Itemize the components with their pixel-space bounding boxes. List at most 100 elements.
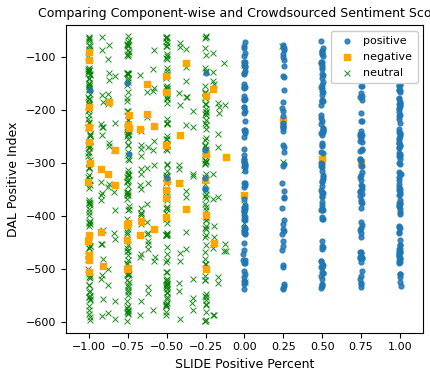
negative [318, 156, 325, 163]
neutral [85, 256, 92, 262]
positive [396, 67, 403, 73]
neutral [125, 88, 132, 94]
positive [396, 169, 402, 175]
positive [125, 151, 132, 157]
positive [318, 163, 325, 169]
negative [85, 239, 92, 245]
positive [280, 73, 287, 79]
positive [241, 43, 248, 49]
positive [281, 195, 288, 201]
negative [111, 147, 118, 153]
neutral [86, 164, 92, 170]
positive [241, 228, 248, 234]
positive [241, 180, 248, 186]
positive [319, 72, 326, 78]
neutral [124, 229, 131, 235]
neutral [86, 245, 92, 251]
neutral [163, 309, 170, 315]
neutral [125, 131, 132, 137]
neutral [125, 129, 132, 135]
positive [318, 178, 325, 184]
positive [358, 146, 365, 152]
neutral [99, 124, 106, 130]
neutral [163, 136, 169, 142]
neutral [125, 74, 132, 81]
neutral [86, 177, 93, 183]
neutral [105, 101, 112, 107]
neutral [210, 196, 217, 202]
negative [203, 151, 210, 157]
neutral [138, 170, 144, 177]
positive [396, 197, 403, 203]
neutral [86, 106, 92, 112]
neutral [163, 204, 170, 210]
positive [357, 43, 364, 49]
neutral [202, 143, 209, 149]
neutral [202, 83, 209, 89]
neutral [104, 310, 111, 316]
positive [240, 163, 247, 169]
neutral [86, 96, 92, 102]
positive [396, 156, 403, 162]
positive [319, 262, 326, 268]
neutral [124, 245, 131, 251]
negative [210, 240, 217, 246]
positive [319, 261, 326, 267]
neutral [99, 226, 106, 232]
positive [240, 157, 247, 163]
positive [280, 120, 287, 126]
positive [242, 231, 249, 237]
positive [396, 44, 403, 50]
neutral [85, 172, 92, 178]
neutral [215, 144, 221, 150]
neutral [86, 49, 93, 55]
neutral [124, 189, 131, 195]
positive [357, 131, 364, 137]
positive [397, 246, 404, 252]
neutral [164, 143, 171, 149]
positive [396, 256, 403, 262]
Legend: positive, negative, neutral: positive, negative, neutral [331, 31, 418, 83]
neutral [163, 197, 170, 203]
positive [358, 139, 365, 145]
neutral [124, 42, 131, 48]
neutral [86, 42, 93, 48]
positive [396, 242, 403, 248]
positive [241, 70, 248, 76]
neutral [125, 311, 132, 317]
neutral [163, 53, 170, 59]
positive [240, 127, 247, 133]
negative [124, 266, 131, 272]
neutral [137, 212, 144, 218]
positive [318, 257, 325, 263]
positive [319, 204, 326, 211]
neutral [86, 202, 93, 208]
neutral [86, 243, 93, 249]
positive [240, 134, 247, 140]
positive [358, 39, 365, 45]
neutral [163, 232, 170, 239]
positive [396, 101, 402, 107]
neutral [124, 52, 131, 58]
positive [396, 106, 402, 112]
neutral [176, 280, 183, 286]
positive [280, 281, 287, 287]
neutral [203, 108, 209, 115]
positive [240, 85, 247, 91]
neutral [215, 131, 222, 137]
neutral [124, 261, 131, 267]
neutral [124, 131, 131, 137]
positive [319, 207, 326, 213]
neutral [163, 120, 170, 126]
neutral [86, 102, 92, 108]
positive [319, 118, 326, 124]
positive [240, 196, 247, 202]
neutral [163, 232, 170, 239]
positive [319, 238, 326, 244]
positive [242, 130, 249, 136]
positive [396, 203, 403, 209]
positive [319, 127, 326, 133]
neutral [215, 274, 222, 280]
neutral [86, 317, 93, 323]
positive [396, 53, 403, 59]
